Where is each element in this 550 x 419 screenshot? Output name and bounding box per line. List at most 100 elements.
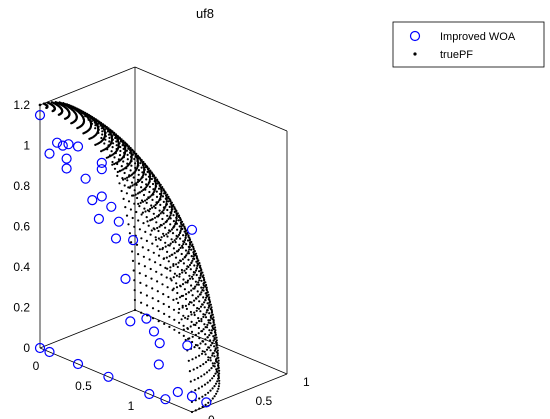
- chart-title: uf8: [196, 6, 214, 21]
- truepf-point: [157, 237, 160, 240]
- truepf-point: [211, 325, 214, 328]
- truepf-point: [129, 169, 132, 172]
- truepf-point: [120, 169, 123, 172]
- truepf-point: [167, 197, 170, 200]
- truepf-point: [211, 352, 214, 355]
- truepf-point: [128, 174, 131, 177]
- truepf-point: [137, 253, 140, 256]
- truepf-point: [199, 293, 202, 296]
- truepf-point: [87, 118, 90, 121]
- truepf-point: [138, 205, 141, 208]
- truepf-point: [217, 376, 220, 380]
- truepf-point: [217, 356, 220, 359]
- truepf-point: [184, 271, 187, 274]
- truepf-point: [162, 189, 165, 192]
- truepf-point: [173, 252, 176, 255]
- truepf-point: [136, 178, 140, 181]
- truepf-point: [151, 242, 154, 245]
- truepf-point: [102, 125, 105, 128]
- truepf-point: [200, 286, 203, 289]
- truepf-point: [206, 323, 209, 326]
- truepf-point: [94, 124, 97, 127]
- truepf-point: [162, 232, 165, 235]
- truepf-point: [142, 255, 145, 258]
- improved-woa-point: [103, 371, 114, 382]
- truepf-point: [200, 352, 204, 355]
- truepf-point: [201, 350, 204, 353]
- truepf-point: [130, 181, 134, 184]
- truepf-point: [148, 258, 151, 261]
- improved-woa-point: [72, 141, 84, 152]
- truepf-point: [133, 298, 136, 302]
- truepf-point: [167, 200, 170, 203]
- truepf-point: [197, 387, 200, 390]
- truepf-point: [153, 177, 157, 180]
- truepf-point: [172, 276, 175, 279]
- truepf-point: [121, 177, 124, 180]
- truepf-point: [140, 311, 143, 314]
- true-pf-surface: [38, 101, 221, 414]
- truepf-point: [111, 138, 114, 141]
- truepf-point: [187, 252, 191, 255]
- truepf-point: [166, 286, 169, 289]
- truepf-point: [213, 323, 216, 326]
- truepf-point: [195, 321, 198, 324]
- truepf-point: [151, 287, 154, 290]
- truepf-point: [183, 269, 186, 272]
- truepf-point: [151, 182, 155, 186]
- truepf-point: [205, 288, 208, 291]
- truepf-point: [141, 246, 144, 249]
- truepf-point: [131, 259, 135, 262]
- truepf-point: [204, 313, 207, 316]
- truepf-point: [118, 154, 122, 157]
- truepf-point: [164, 226, 167, 229]
- truepf-point: [192, 273, 195, 276]
- truepf-point: [162, 293, 165, 296]
- truepf-point: [207, 346, 210, 349]
- truepf-point: [172, 308, 176, 311]
- truepf-point: [197, 307, 201, 310]
- truepf-point: [193, 264, 196, 267]
- truepf-point: [192, 304, 195, 307]
- truepf-point: [147, 175, 150, 178]
- truepf-point: [200, 317, 203, 321]
- improved-woa-point: [113, 216, 124, 227]
- truepf-point: [130, 164, 133, 167]
- truepf-point: [38, 103, 42, 107]
- truepf-point: [197, 295, 200, 298]
- truepf-point: [157, 300, 160, 303]
- truepf-point: [160, 186, 163, 190]
- truepf-point: [114, 133, 117, 136]
- truepf-point: [197, 281, 200, 284]
- truepf-point: [218, 372, 221, 375]
- truepf-point: [46, 101, 49, 104]
- truepf-point: [133, 183, 136, 186]
- truepf-point: [191, 335, 194, 338]
- truepf-point: [170, 279, 173, 282]
- truepf-point: [179, 231, 182, 234]
- improved-woa-point: [61, 163, 72, 174]
- truepf-point: [116, 170, 119, 174]
- truepf-point: [114, 136, 117, 140]
- truepf-point: [170, 228, 173, 231]
- truepf-point: [166, 250, 169, 253]
- truepf-point: [141, 171, 144, 174]
- truepf-point: [128, 186, 131, 189]
- truepf-point: [190, 289, 193, 292]
- truepf-point: [142, 193, 146, 197]
- truepf-point: [181, 246, 184, 249]
- truepf-point: [177, 311, 180, 314]
- truepf-point: [120, 165, 123, 168]
- truepf-point: [173, 207, 176, 210]
- truepf-point: [198, 279, 201, 282]
- truepf-point: [179, 237, 182, 240]
- truepf-point: [155, 270, 158, 273]
- truepf-point: [214, 372, 217, 375]
- improved-woa-point: [120, 273, 131, 284]
- truepf-point: [190, 320, 193, 323]
- truepf-point: [122, 140, 125, 143]
- truepf-point: [194, 356, 197, 359]
- truepf-point: [184, 255, 187, 258]
- truepf-point: [182, 334, 185, 337]
- truepf-point: [189, 277, 192, 280]
